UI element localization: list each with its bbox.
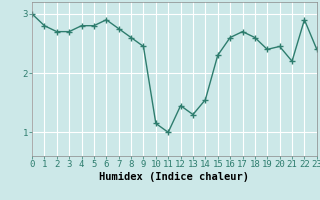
X-axis label: Humidex (Indice chaleur): Humidex (Indice chaleur) [100,172,249,182]
